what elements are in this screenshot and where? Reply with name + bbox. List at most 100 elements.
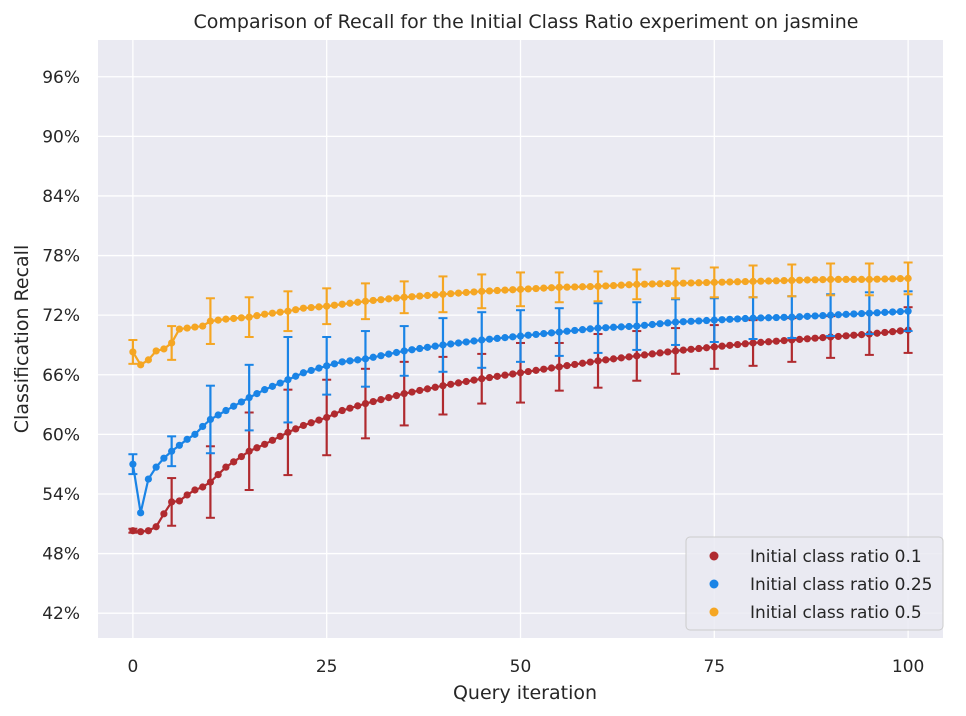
data-point: [276, 432, 284, 440]
data-point: [609, 355, 618, 363]
data-point: [617, 323, 625, 331]
data-point: [307, 303, 315, 312]
data-point: [191, 430, 199, 438]
data-point: [400, 347, 408, 355]
data-point: [199, 322, 207, 330]
data-point: [206, 478, 215, 486]
data-point: [323, 362, 331, 370]
data-point: [819, 334, 827, 342]
data-point: [524, 367, 532, 376]
data-point: [803, 335, 811, 343]
data-point: [377, 352, 385, 360]
data-point: [873, 309, 881, 317]
data-point: [726, 341, 734, 349]
data-point: [516, 285, 525, 293]
data-point: [834, 311, 842, 319]
data-point: [175, 497, 183, 505]
y-tick-label: 96%: [42, 68, 80, 88]
data-point: [850, 275, 858, 283]
data-point: [346, 299, 354, 307]
series-2: [128, 290, 913, 517]
data-point: [695, 279, 703, 287]
data-point: [261, 310, 269, 318]
data-point: [702, 344, 711, 352]
data-point: [733, 278, 742, 286]
data-point: [245, 313, 253, 321]
data-point: [873, 275, 881, 283]
data-point: [501, 371, 509, 379]
data-point: [733, 340, 742, 349]
data-point: [547, 364, 556, 372]
data-point: [222, 463, 230, 471]
data-point: [330, 301, 339, 309]
data-point: [237, 398, 246, 406]
data-point: [889, 328, 897, 336]
data-point: [129, 527, 137, 535]
data-point: [230, 458, 238, 466]
data-point: [245, 447, 253, 455]
data-point: [578, 283, 587, 291]
data-point: [749, 277, 757, 285]
data-point: [330, 410, 339, 418]
data-point: [780, 336, 788, 345]
data-point: [439, 382, 447, 390]
data-point: [633, 352, 641, 360]
data-point: [710, 343, 718, 351]
data-point: [702, 278, 711, 287]
data-point: [710, 316, 718, 324]
data-point: [602, 282, 610, 290]
data-point: [253, 390, 261, 398]
data-point: [609, 281, 618, 290]
data-point: [400, 390, 408, 398]
chart-title: Comparison of Recall for the Initial Cla…: [194, 11, 859, 33]
data-point: [648, 280, 656, 288]
data-point: [803, 312, 811, 320]
data-point: [137, 509, 145, 517]
data-point: [183, 435, 191, 443]
data-point: [462, 377, 470, 386]
data-point: [470, 337, 478, 345]
data-point: [392, 392, 401, 400]
data-point: [664, 319, 672, 327]
y-axis-title: Classification Recall: [11, 245, 33, 433]
data-point: [377, 395, 385, 404]
data-point: [315, 416, 323, 424]
data-point: [199, 483, 207, 491]
data-point: [323, 413, 331, 422]
data-point: [323, 302, 331, 310]
data-point: [757, 277, 765, 285]
data-point: [369, 353, 377, 361]
data-point: [563, 283, 571, 291]
y-tick-label: 72%: [42, 306, 80, 326]
data-point: [284, 307, 292, 315]
data-point: [563, 327, 571, 335]
data-point: [214, 316, 222, 324]
data-point: [811, 312, 819, 320]
data-point: [346, 357, 354, 365]
data-point: [826, 311, 835, 319]
data-point: [904, 274, 912, 283]
data-point: [470, 376, 478, 384]
data-point: [656, 280, 664, 288]
data-point: [757, 314, 765, 322]
data-point: [268, 382, 277, 390]
data-point: [733, 315, 742, 323]
data-point: [501, 334, 509, 342]
data-point: [795, 276, 804, 284]
data-point: [718, 278, 726, 286]
data-point: [330, 360, 339, 368]
legend-box: [685, 536, 944, 631]
data-point: [772, 313, 780, 322]
data-point: [377, 296, 385, 304]
series-layer: [128, 261, 913, 536]
data-point: [385, 394, 393, 402]
data-point: [671, 279, 680, 287]
data-point: [431, 383, 439, 391]
data-point: [741, 314, 749, 323]
data-point: [795, 335, 804, 343]
data-point: [493, 334, 501, 343]
data-point: [144, 356, 152, 364]
data-point: [454, 379, 463, 387]
data-point: [726, 278, 734, 286]
data-point: [726, 315, 734, 323]
